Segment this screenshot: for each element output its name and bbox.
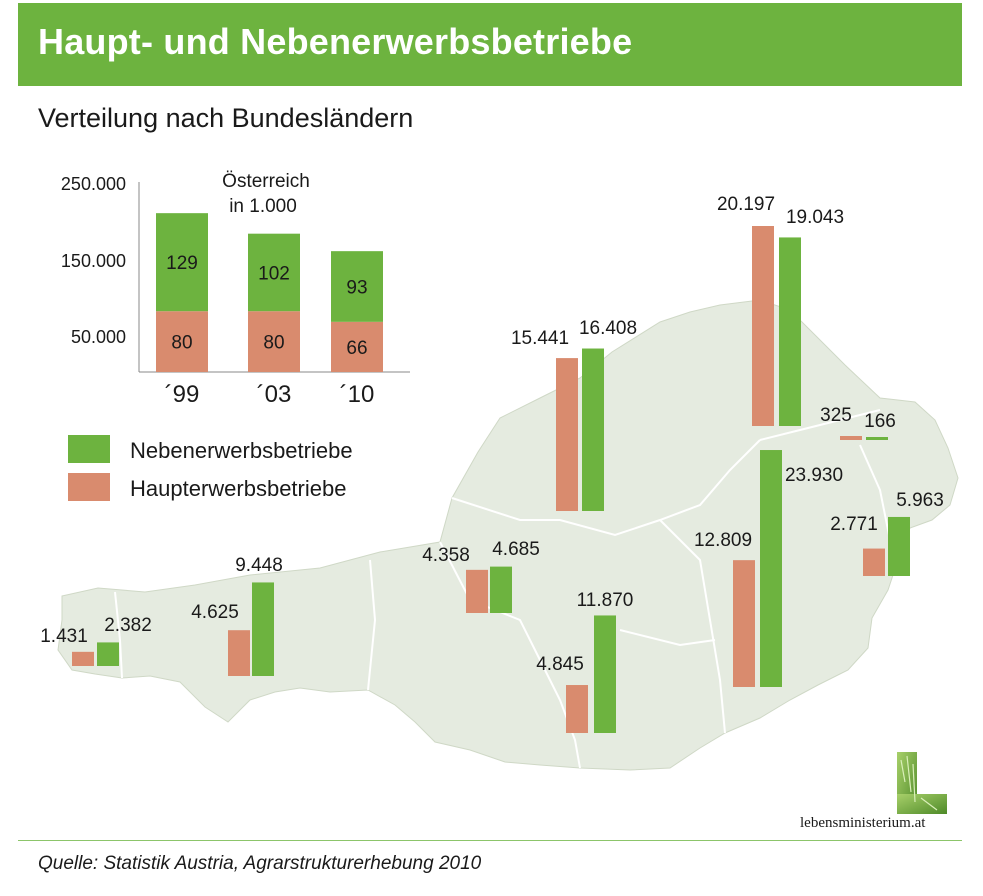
- legend-label-nebenerwerb: Nebenerwerbsbetriebe: [130, 438, 353, 463]
- state-bar-nebenerwerb: [866, 437, 888, 440]
- inset-y-tick-label: 150.000: [61, 251, 126, 271]
- state-label-haupterwerb: 1.431: [40, 626, 88, 647]
- state-label-nebenerwerb: 11.870: [577, 590, 634, 611]
- state-label-haupterwerb: 20.197: [717, 194, 775, 215]
- state-border: [451, 439, 761, 537]
- inset-data-label: 80: [263, 333, 284, 354]
- inset-bar-haupterwerb: [248, 311, 300, 372]
- legend: Nebenerwerbsbetriebe Haupterwerbsbetrieb…: [68, 435, 353, 501]
- inset-bar-nebenerwerb: [248, 233, 300, 312]
- inset-y-tick-label: 250.000: [61, 174, 126, 194]
- inset-bar-haupterwerb: [156, 311, 208, 372]
- inset-bar-nebenerwerb: [156, 213, 208, 312]
- state-border: [114, 591, 123, 679]
- state-label-nebenerwerb: 2.382: [104, 615, 152, 636]
- legend-swatch-nebenerwerb: [68, 435, 110, 463]
- inset-bar-nebenerwerb: [331, 251, 383, 322]
- state-label-nebenerwerb: 5.963: [896, 490, 944, 511]
- state-bar-haupterwerb: [752, 226, 774, 426]
- inset-bars: 80 129 ´99 80 102 ´03 66 93 ´10: [156, 213, 383, 408]
- inset-title: Österreich: [222, 171, 310, 192]
- inset-data-label: 129: [166, 253, 198, 274]
- state-bar-haupterwerb: [72, 651, 94, 666]
- state-bars: 1.431 2.382 4.625 9.448 4.358 4.685 15.441 16.4…: [40, 194, 944, 733]
- state-label-haupterwerb: 4.845: [536, 654, 584, 675]
- state-border: [659, 519, 726, 734]
- state-label-nebenerwerb: 9.448: [235, 555, 283, 576]
- state-bar-haupterwerb: [566, 685, 588, 733]
- inset-x-tick-label: ´99: [165, 381, 200, 408]
- state-label-haupterwerb: 2.771: [830, 514, 878, 535]
- state-bar-nebenerwerb: [594, 615, 616, 733]
- inset-data-label: 66: [346, 338, 367, 359]
- state-bar-haupterwerb: [733, 560, 755, 687]
- state-bar-haupterwerb: [228, 630, 250, 676]
- state-border: [759, 409, 881, 441]
- state-label-nebenerwerb: 23.930: [785, 465, 843, 486]
- state-label-nebenerwerb: 4.685: [492, 539, 540, 560]
- inset-data-label: 102: [258, 263, 290, 284]
- state-label-nebenerwerb: 166: [864, 411, 896, 432]
- legend-label-haupterwerb: Haupterwerbsbetriebe: [130, 476, 346, 501]
- footer-divider: [18, 840, 962, 841]
- inset-bar-haupterwerb: [331, 321, 383, 372]
- inset-data-label: 93: [346, 278, 367, 299]
- title-bar: Haupt- und Nebenerwerbsbetriebe: [18, 3, 962, 86]
- state-bar-haupterwerb: [863, 548, 885, 576]
- state-label-haupterwerb: 12.809: [694, 530, 752, 551]
- state-label-haupterwerb: 325: [820, 405, 852, 426]
- state-bar-nebenerwerb: [582, 348, 604, 511]
- inset-subtitle: in 1.000: [229, 196, 297, 217]
- page-title: Haupt- und Nebenerwerbsbetriebe: [38, 21, 633, 62]
- logo-text: lebensministerium.at: [800, 815, 926, 831]
- inset-x-tick-label: ´03: [257, 381, 292, 408]
- state-border: [367, 559, 377, 691]
- state-bar-nebenerwerb: [760, 450, 782, 687]
- state-label-haupterwerb: 4.358: [422, 545, 470, 566]
- state-bar-nebenerwerb: [490, 566, 512, 613]
- page-subtitle: Verteilung nach Bundesländern: [38, 103, 414, 133]
- inset-x-tick-label: ´10: [340, 381, 375, 408]
- state-label-nebenerwerb: 16.408: [579, 318, 637, 339]
- state-label-nebenerwerb: 19.043: [786, 207, 844, 228]
- inset-y-tick-label: 50.000: [71, 327, 126, 347]
- source-note: Quelle: Statistik Austria, Agrarstruktur…: [38, 853, 482, 874]
- state-label-haupterwerb: 4.625: [191, 602, 239, 623]
- state-bar-nebenerwerb: [888, 516, 910, 576]
- state-bar-nebenerwerb: [97, 642, 119, 666]
- state-label-haupterwerb: 15.441: [511, 328, 569, 349]
- state-bar-nebenerwerb: [252, 582, 274, 676]
- ministry-logo-icon: [897, 752, 947, 814]
- state-bar-nebenerwerb: [779, 237, 801, 426]
- inset-data-label: 80: [171, 333, 192, 354]
- inset-chart: 250.000 150.000 50.000 Österreich in 1.0…: [61, 171, 410, 408]
- state-border: [619, 629, 716, 647]
- state-bar-haupterwerb: [466, 569, 488, 613]
- legend-swatch-haupterwerb: [68, 473, 110, 501]
- state-bar-haupterwerb: [556, 358, 578, 511]
- state-bar-haupterwerb: [840, 436, 862, 440]
